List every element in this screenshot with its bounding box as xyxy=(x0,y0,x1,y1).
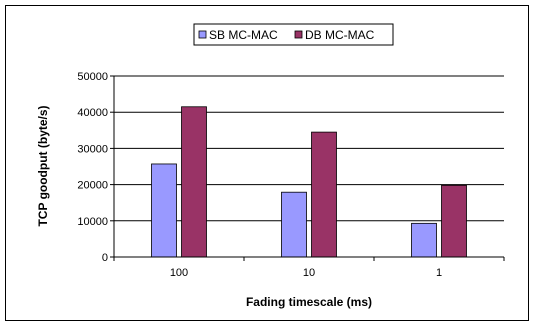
x-tick-label: 1 xyxy=(436,267,442,279)
legend-swatch-db xyxy=(294,30,303,39)
x-tick-label: 10 xyxy=(303,267,315,279)
bar-sb-10 xyxy=(281,191,307,258)
y-tick-labels: 0 10000 20000 30000 40000 50000 xyxy=(77,71,108,264)
bar-group xyxy=(151,106,467,258)
legend-label-db: DB MC-MAC xyxy=(305,28,375,42)
legend: SB MC-MAC DB MC-MAC xyxy=(193,23,394,46)
axes xyxy=(113,76,505,261)
y-tick-label: 20000 xyxy=(77,180,108,192)
x-tick-label: 100 xyxy=(170,267,188,279)
gridlines xyxy=(110,75,504,258)
x-tick-labels: 100 10 1 xyxy=(170,267,442,279)
legend-label-sb: SB MC-MAC xyxy=(209,28,278,42)
legend-box xyxy=(193,23,394,46)
bar-db-10 xyxy=(311,131,337,258)
plot-area xyxy=(114,76,504,257)
bar-sb-100 xyxy=(151,163,177,258)
bar-db-100 xyxy=(181,106,207,258)
y-tick-label: 0 xyxy=(102,252,108,264)
y-tick-label: 30000 xyxy=(77,143,108,155)
legend-swatch-sb xyxy=(198,30,207,39)
y-tick-label: 40000 xyxy=(77,107,108,119)
y-axis-title: TCP goodput (byte/s) xyxy=(36,105,50,226)
y-tick-label: 10000 xyxy=(77,216,108,228)
y-tick-label: 50000 xyxy=(77,71,108,83)
bar-sb-1 xyxy=(411,222,437,258)
bar-db-1 xyxy=(441,184,467,258)
x-axis-title: Fading timescale (ms) xyxy=(246,295,372,309)
